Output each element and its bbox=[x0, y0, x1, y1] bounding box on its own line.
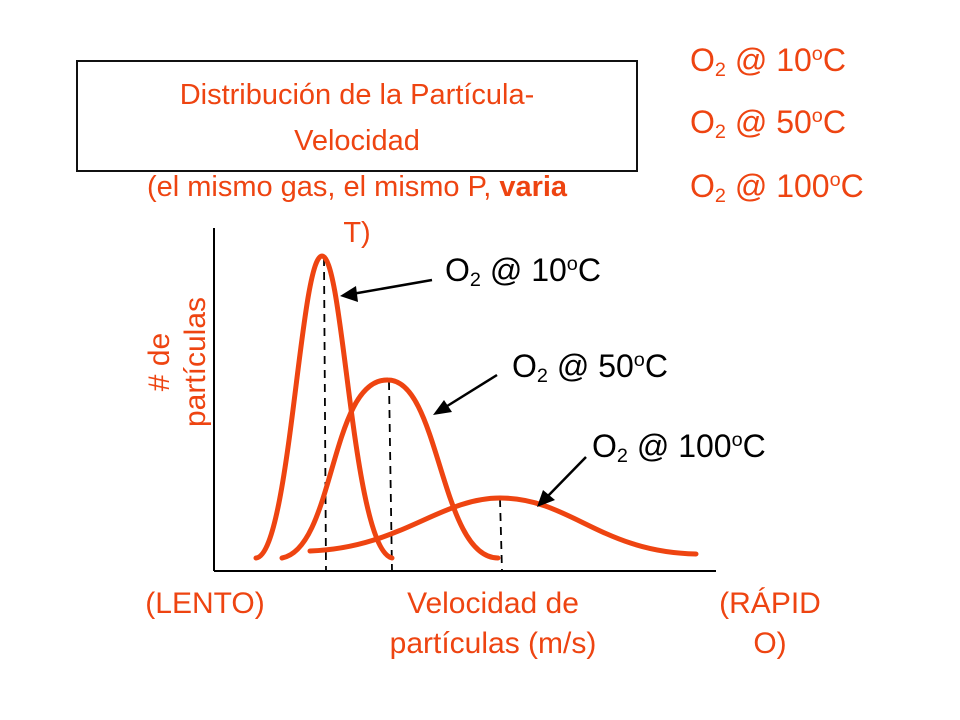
legend-species: O bbox=[690, 104, 715, 140]
label-degree: o bbox=[731, 429, 743, 452]
arrow-line-50c bbox=[443, 373, 498, 410]
x-axis-label-speed: Velocidad de partículas (m/s) bbox=[348, 584, 638, 664]
label-temp: @ 10 bbox=[480, 252, 567, 288]
peak-marker-100c bbox=[499, 498, 503, 572]
x-axis-label-fast: (RÁPID O) bbox=[690, 584, 850, 664]
arrowhead-50c bbox=[433, 400, 452, 415]
legend-subscript: 2 bbox=[714, 184, 726, 207]
label-subscript: 2 bbox=[616, 444, 628, 467]
arrow-line-10c bbox=[351, 278, 433, 296]
title-line-1: Distribución de la Partícula- bbox=[179, 79, 535, 111]
curve-label-50c: O2 @ 50oC bbox=[512, 348, 668, 387]
peak-marker-10c bbox=[323, 257, 327, 572]
x-axis-label-fast-line-2: O) bbox=[753, 627, 787, 660]
curve-100c bbox=[307, 495, 699, 557]
label-unit: C bbox=[742, 428, 766, 464]
y-axis-label: # de partículas bbox=[142, 297, 214, 427]
legend-species: O bbox=[690, 168, 715, 204]
legend-item-100c: O2 @ 100oC bbox=[690, 168, 864, 207]
legend-degree: o bbox=[829, 169, 841, 192]
x-axis-label-speed-line-1: Velocidad de bbox=[407, 587, 579, 620]
title-line-3-text: (el mismo gas, el mismo P, bbox=[146, 171, 500, 203]
title-line-4: T) bbox=[343, 217, 371, 249]
legend-unit: C bbox=[822, 104, 846, 140]
title-line-3: (el mismo gas, el mismo P, varia bbox=[76, 164, 638, 210]
arrowhead-100c bbox=[537, 490, 555, 507]
label-temp: @ 50 bbox=[547, 348, 634, 384]
label-degree: o bbox=[566, 253, 578, 276]
legend-degree: o bbox=[811, 43, 823, 66]
legend-species: O bbox=[690, 42, 715, 78]
label-unit: C bbox=[644, 348, 668, 384]
x-axis-label-speed-line-2: partículas (m/s) bbox=[389, 627, 597, 660]
label-species: O bbox=[512, 348, 537, 384]
label-degree: o bbox=[633, 349, 645, 372]
legend-degree: o bbox=[811, 105, 823, 128]
legend-unit: C bbox=[822, 42, 846, 78]
diagram-title: Distribución de la Partícula- Velocidad … bbox=[76, 72, 638, 256]
label-species: O bbox=[445, 252, 470, 288]
x-axis-label-fast-line-1: (RÁPID bbox=[719, 587, 821, 620]
legend-subscript: 2 bbox=[714, 120, 726, 143]
legend-item-50c: O2 @ 50oC bbox=[690, 104, 846, 143]
label-subscript: 2 bbox=[469, 268, 481, 291]
title-line-2: Velocidad bbox=[294, 125, 420, 157]
label-species: O bbox=[592, 428, 617, 464]
title-box bbox=[76, 60, 638, 172]
peak-marker-50c bbox=[388, 381, 393, 572]
arrow-line-100c bbox=[545, 456, 587, 499]
label-unit: C bbox=[577, 252, 601, 288]
curve-label-100c: O2 @ 100oC bbox=[592, 428, 766, 467]
y-axis-label-line-2: partículas bbox=[179, 296, 212, 428]
curve-label-10c: O2 @ 10oC bbox=[445, 252, 601, 291]
legend-temp: @ 10 bbox=[725, 42, 812, 78]
x-axis-label-slow: (LENTO) bbox=[145, 587, 265, 620]
arrowhead-10c bbox=[340, 286, 358, 302]
legend-item-10c: O2 @ 10oC bbox=[690, 42, 846, 81]
legend-subscript: 2 bbox=[714, 58, 726, 81]
label-temp: @ 100 bbox=[627, 428, 732, 464]
title-line-3-bold: varia bbox=[499, 171, 568, 203]
legend-temp: @ 50 bbox=[725, 104, 812, 140]
y-axis-label-line-1: # de bbox=[143, 332, 176, 392]
curve-10c bbox=[253, 253, 395, 561]
curve-50c bbox=[279, 377, 501, 561]
legend-temp: @ 100 bbox=[725, 168, 830, 204]
label-subscript: 2 bbox=[536, 364, 548, 387]
legend-unit: C bbox=[840, 168, 864, 204]
